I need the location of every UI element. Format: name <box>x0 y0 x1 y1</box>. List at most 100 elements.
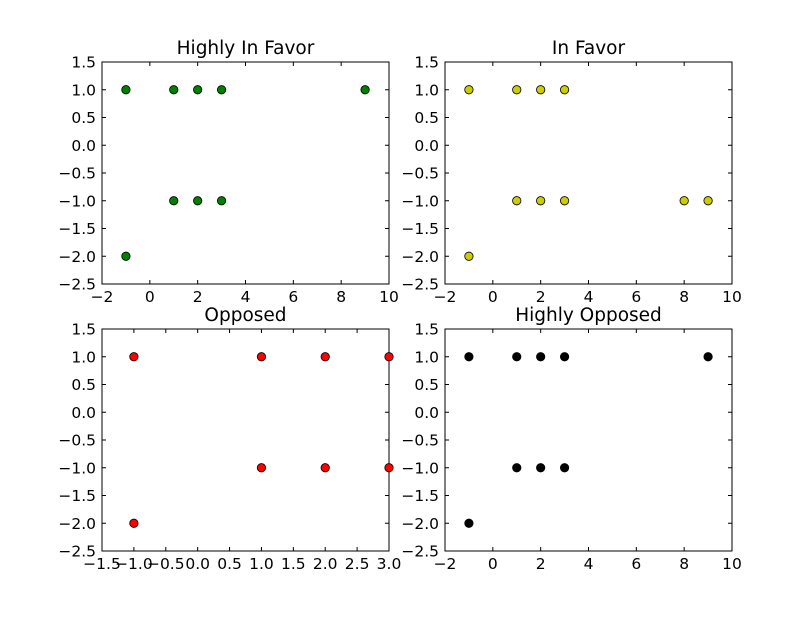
data-point <box>169 196 179 206</box>
data-point <box>703 196 713 206</box>
x-tick-label: 6 <box>631 288 641 306</box>
x-tick-label: 8 <box>336 288 346 306</box>
data-point <box>384 352 394 362</box>
data-point <box>121 251 131 261</box>
y-tick-label: −1.0 <box>401 459 439 477</box>
data-point <box>559 352 570 362</box>
data-point <box>464 85 474 95</box>
y-tick-label: −2.0 <box>58 515 96 533</box>
y-tick-label: 1.5 <box>71 321 96 339</box>
y-tick-label: 0.5 <box>71 109 96 127</box>
x-tick-label: 2 <box>193 288 203 306</box>
chart-title: Highly In Favor <box>177 38 315 59</box>
data-point <box>216 196 227 206</box>
x-tick-label: 3.0 <box>377 555 402 573</box>
y-tick-label: 0.5 <box>414 376 439 394</box>
axes-frame <box>444 328 733 552</box>
data-point <box>559 85 570 95</box>
y-tick-label: −1.5 <box>401 487 439 505</box>
y-tick-label: −0.5 <box>58 432 96 450</box>
x-tick-label: 0 <box>488 555 498 573</box>
x-tick-label: −0.5 <box>147 555 185 573</box>
x-tick-label: 10 <box>722 555 742 573</box>
x-tick-label: 6 <box>631 555 641 573</box>
data-point <box>703 352 713 362</box>
x-tick-label: 1.0 <box>249 555 274 573</box>
x-tick-label: 8 <box>679 288 689 306</box>
y-tick-label: 0.0 <box>414 404 439 422</box>
y-tick-label: −0.5 <box>58 165 96 183</box>
chart-title: Opposed <box>204 305 286 326</box>
y-tick-label: −0.5 <box>401 165 439 183</box>
data-point <box>536 196 546 206</box>
subplot-1: Highly In Favor −2 0 2 4 6 8 10 −2.5 −2.0 −1.5 −1.0… <box>58 38 399 306</box>
data-point <box>512 352 522 362</box>
axes-frame <box>101 61 390 285</box>
axes-frame <box>101 328 390 552</box>
y-tick-label: 0.0 <box>71 137 96 155</box>
x-tick-label: −1.5 <box>83 555 121 573</box>
y-tick-label: −2.0 <box>401 515 439 533</box>
x-tick-label: 10 <box>722 288 742 306</box>
y-tick-label: −2.5 <box>58 543 96 561</box>
y-tick-label: −0.5 <box>401 432 439 450</box>
x-tick-label: 0 <box>488 288 498 306</box>
data-point <box>536 352 546 362</box>
y-tick-label: 0.0 <box>414 137 439 155</box>
y-tick-label: 1.0 <box>71 81 96 99</box>
y-tick-label: −1.5 <box>58 220 96 238</box>
y-tick-label: −1.0 <box>58 459 96 477</box>
y-tick-label: 1.0 <box>71 348 96 366</box>
chart-title: Highly Opposed <box>515 305 662 326</box>
chart-title: In Favor <box>552 38 626 59</box>
x-tick-label: 0.5 <box>217 555 242 573</box>
data-point <box>256 463 267 473</box>
y-tick-label: 0.5 <box>71 376 96 394</box>
data-point <box>129 518 139 528</box>
y-tick-label: −1.5 <box>401 220 439 238</box>
x-tick-label: −2 <box>91 288 114 306</box>
x-tick-label: 0.0 <box>185 555 210 573</box>
data-point <box>512 85 522 95</box>
data-point <box>320 463 330 473</box>
data-point <box>360 85 370 95</box>
y-tick-label: −2.0 <box>401 248 439 266</box>
data-point <box>464 352 474 362</box>
data-point <box>384 463 394 473</box>
data-point <box>129 352 139 362</box>
subplot-3: Opposed−1.5−1.0−0.5 0.0 0.5 1.0 1.5 2.0 2.5 3.0… <box>58 305 401 573</box>
y-tick-label: −1.5 <box>58 487 96 505</box>
data-point <box>536 85 546 95</box>
x-tick-label: 4 <box>584 555 594 573</box>
x-tick-label: 4 <box>241 288 251 306</box>
x-tick-label: 4 <box>584 288 594 306</box>
y-tick-label: 1.5 <box>414 321 439 339</box>
data-point <box>559 463 570 473</box>
data-point <box>512 196 522 206</box>
y-tick-label: −1.0 <box>401 192 439 210</box>
data-point <box>216 85 227 95</box>
x-tick-label: 10 <box>379 288 399 306</box>
data-point <box>464 251 474 261</box>
y-tick-label: −2.5 <box>401 276 439 294</box>
subplot-4: Highly Opposed −2 0 2 4 6 8 10 −2.5 −2.0 −1.5 −1.0 −… <box>401 305 742 573</box>
x-tick-label: 0 <box>145 288 155 306</box>
x-tick-label: 2 <box>536 555 546 573</box>
x-tick-label: −2 <box>434 555 457 573</box>
data-point <box>679 196 689 206</box>
x-tick-label: 2.0 <box>313 555 338 573</box>
data-point <box>169 85 179 95</box>
x-tick-label: −2 <box>434 288 457 306</box>
y-tick-label: 1.0 <box>414 81 439 99</box>
y-tick-label: −2.5 <box>58 276 96 294</box>
data-point <box>193 85 203 95</box>
x-tick-label: 2 <box>536 288 546 306</box>
x-tick-label: 2.5 <box>345 555 370 573</box>
data-point <box>559 196 570 206</box>
y-tick-label: 0.5 <box>414 109 439 127</box>
y-tick-label: 1.5 <box>71 54 96 72</box>
y-tick-label: −1.0 <box>58 192 96 210</box>
data-point <box>121 85 131 95</box>
